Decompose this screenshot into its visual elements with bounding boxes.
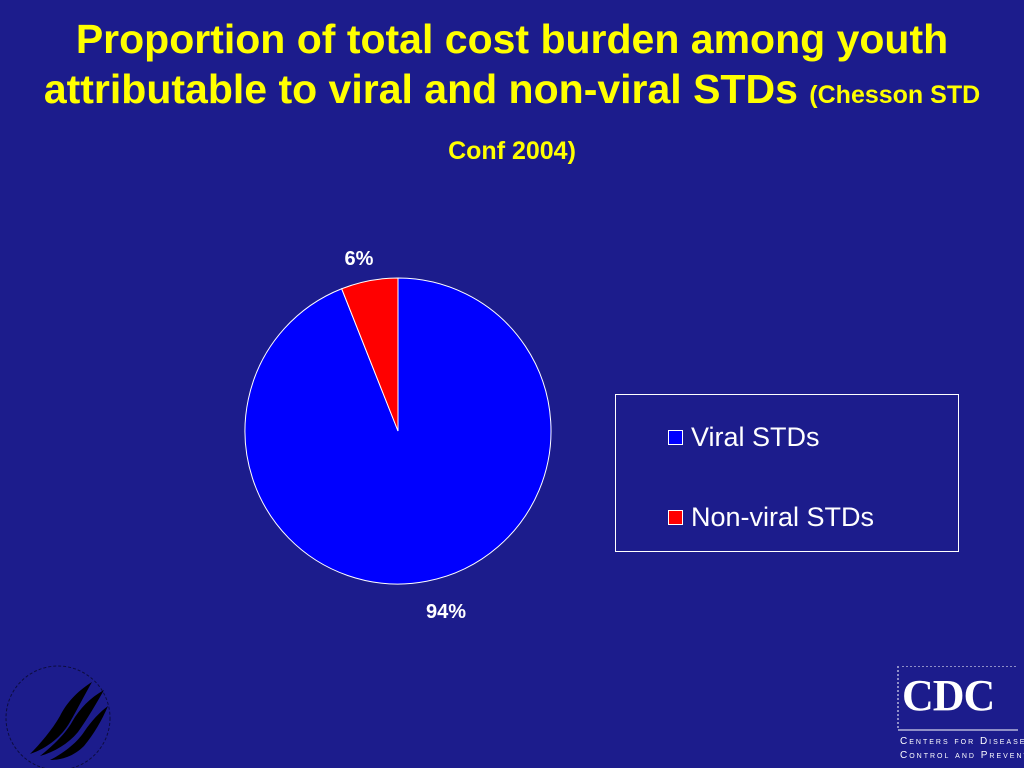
legend-entry-nonviral: Non-viral STDs: [668, 502, 874, 533]
pie-labels: 94% 6%: [345, 248, 467, 623]
legend-label-viral: Viral STDs: [691, 422, 820, 452]
title-main: Proportion of total cost burden among yo…: [43, 16, 949, 112]
slide-title: Proportion of total cost burden among yo…: [40, 14, 984, 176]
data-label-nonviral: 6%: [345, 248, 374, 270]
cdc-line-1: Centers for Disease: [900, 736, 1024, 747]
legend-swatch-viral: [668, 430, 683, 445]
cdc-letters: CDC: [902, 671, 995, 720]
hhs-eagle-icon: [5, 665, 111, 768]
cdc-logo-rules: [897, 666, 1018, 731]
title-citation: (Chesson STD Conf 2004): [448, 81, 981, 165]
legend-label-nonviral: Non-viral STDs: [691, 502, 875, 532]
cdc-line-2: Control and Prevention: [900, 750, 1024, 761]
pie-slices: [244, 277, 552, 585]
pie-slice-nonviral: [341, 277, 399, 432]
legend-entry-viral: Viral STDs: [668, 422, 820, 453]
cdc-logo: CDC Centers for Disease Control and Prev…: [896, 666, 1024, 766]
chart-legend: Viral STDs Non-viral STDs: [615, 394, 959, 552]
legend-swatch-nonviral: [668, 510, 683, 525]
data-label-viral: 94%: [426, 601, 466, 623]
